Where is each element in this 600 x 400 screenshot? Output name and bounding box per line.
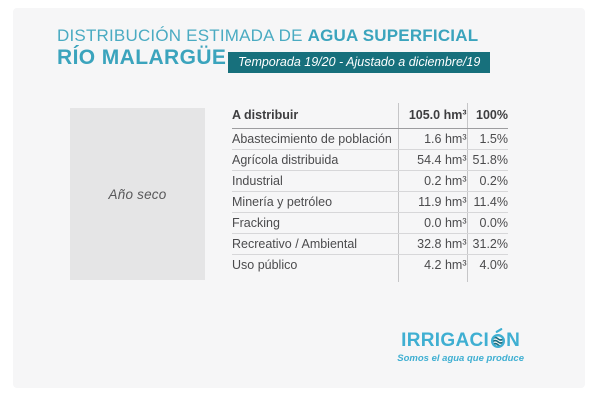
row-label: Agrícola distribuida bbox=[232, 149, 398, 171]
logo-text-suffix: N bbox=[506, 330, 521, 351]
header-cell-percent: 100% bbox=[466, 103, 508, 129]
row-volume: 11.9 hm³ bbox=[397, 191, 467, 213]
table-row: Abastecimiento de población 1.6 hm³ 1.5% bbox=[232, 128, 508, 150]
table-spacer-row bbox=[232, 275, 508, 282]
row-volume: 4.2 hm³ bbox=[397, 254, 467, 275]
season-badge: Temporada 19/20 - Ajustado a diciembre/1… bbox=[228, 52, 491, 73]
row-volume: 1.6 hm³ bbox=[397, 128, 467, 150]
page-title-regular: DISTRIBUCIÓN ESTIMADA DE bbox=[57, 26, 308, 45]
row-volume: 0.2 hm³ bbox=[397, 170, 467, 192]
table-row: Minería y petróleo 11.9 hm³ 11.4% bbox=[232, 191, 508, 213]
header-cell-volume: 105.0 hm³ bbox=[397, 103, 467, 129]
row-volume: 0.0 hm³ bbox=[397, 212, 467, 234]
row-label: Minería y petróleo bbox=[232, 191, 398, 213]
row-percent: 11.4% bbox=[466, 191, 508, 213]
content-card: DISTRIBUCIÓN ESTIMADA DE AGUA SUPERFICIA… bbox=[13, 8, 585, 388]
page-subtitle: RÍO MALARGÜE bbox=[57, 46, 227, 69]
irrigacion-logo: IRRIGACI N Somos el agua que produce bbox=[397, 328, 524, 364]
logo-o-water-waves-icon bbox=[490, 328, 505, 349]
page-title: DISTRIBUCIÓN ESTIMADA DE AGUA SUPERFICIA… bbox=[57, 26, 478, 46]
row-percent: 1.5% bbox=[466, 128, 508, 150]
row-label: Uso público bbox=[232, 257, 298, 272]
table-row: Agrícola distribuida 54.4 hm³ 51.8% bbox=[232, 149, 508, 171]
table-row: Uso público 4.2 hm³ 4.0% bbox=[232, 254, 508, 275]
row-percent: 4.0% bbox=[466, 254, 508, 275]
table-row: Industrial 0.2 hm³ 0.2% bbox=[232, 170, 508, 192]
row-percent: 51.8% bbox=[466, 149, 508, 171]
logo-text-prefix: IRRIGACI bbox=[401, 330, 490, 351]
scenario-label: Año seco bbox=[108, 186, 167, 202]
logo-wordmark: IRRIGACI N bbox=[397, 328, 524, 352]
row-label: Abastecimiento de población bbox=[232, 128, 398, 150]
row-label: Industrial bbox=[232, 170, 398, 192]
page-title-emphasis: AGUA SUPERFICIAL bbox=[307, 26, 479, 45]
row-percent: 31.2% bbox=[466, 233, 508, 255]
distribution-table: A distribuir 105.0 hm³ 100% Abastecimien… bbox=[232, 103, 508, 282]
row-label: Fracking bbox=[232, 212, 398, 234]
header-cell-label: A distribuir bbox=[232, 103, 398, 129]
logo-tagline: Somos el agua que produce bbox=[397, 353, 524, 364]
row-label: Recreativo / Ambiental bbox=[232, 233, 398, 255]
row-volume: 54.4 hm³ bbox=[397, 149, 467, 171]
row-percent: 0.0% bbox=[466, 212, 508, 234]
row-volume: 32.8 hm³ bbox=[397, 233, 467, 255]
table-row: Fracking 0.0 hm³ 0.0% bbox=[232, 212, 508, 234]
table-header-row: A distribuir 105.0 hm³ 100% bbox=[232, 103, 508, 129]
row-percent: 0.2% bbox=[466, 170, 508, 192]
table-row: Recreativo / Ambiental 32.8 hm³ 31.2% bbox=[232, 233, 508, 255]
scenario-box: Año seco bbox=[70, 108, 205, 280]
